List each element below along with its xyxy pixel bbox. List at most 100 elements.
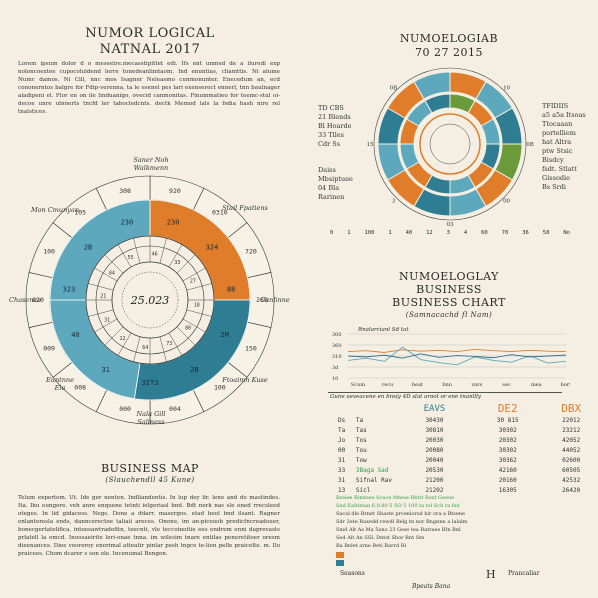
x-tick: vars bbox=[470, 382, 482, 388]
table-row: 00 Tou 20080 30302 44052 bbox=[336, 445, 598, 455]
ring-left-labels: TD CBS 21 Blends Bl Hoarde 33 Tlles Cdr … bbox=[318, 104, 352, 148]
ring-label: 0B bbox=[526, 142, 534, 148]
left-title-line2: NATNAL 2017 bbox=[99, 42, 201, 57]
spoke bbox=[94, 318, 118, 333]
sector-value: 31 bbox=[101, 366, 109, 374]
business-chart-title-line2: BUSINESS bbox=[416, 283, 482, 296]
y-tick: 360 bbox=[332, 343, 342, 349]
line-chart-legend: Rnalarcianl Sd tat bbox=[358, 327, 409, 333]
radial-label-bottom-right: Ftoaimn Kuse bbox=[222, 376, 268, 384]
table-cell: 02600 bbox=[562, 456, 581, 464]
table-cell: 21202 bbox=[425, 486, 444, 494]
business-chart-title-line3: BUSINESS CHART bbox=[392, 296, 506, 309]
table-header-row: EAVS DE2 DBX bbox=[423, 402, 582, 415]
table-cell: 20160 bbox=[498, 476, 517, 484]
outer-ring-value: 004 bbox=[169, 405, 181, 413]
table-cell: 42052 bbox=[562, 436, 581, 444]
sector-value: 3IT3 bbox=[142, 379, 159, 387]
outer-ring-value: 100 bbox=[43, 247, 55, 255]
spoke bbox=[186, 309, 212, 317]
ring-outline bbox=[373, 67, 527, 221]
table-cell: 42160 bbox=[498, 466, 517, 474]
ring-label: 3 bbox=[392, 199, 396, 205]
footer-right: Prancaliar bbox=[508, 570, 540, 577]
left-title-line1: NUMOR LOGICAL bbox=[85, 26, 215, 41]
table-cell: 30430 bbox=[425, 416, 444, 424]
business-map-subtitle: (Slauchendll 45 Kune) bbox=[105, 476, 195, 484]
x-tick: beat bbox=[412, 382, 423, 388]
spoke bbox=[104, 254, 124, 274]
footer-glyph-icon: H bbox=[486, 568, 496, 581]
table-notes: Bzsiee Rimtsee Scuce Mneie Rbtrl Roxt Ge… bbox=[336, 495, 468, 549]
inner-value: 80 bbox=[185, 325, 191, 331]
table-cell: Sifnal Rav bbox=[355, 476, 393, 484]
table-row: Ta Tas 30810 30302 23212 bbox=[336, 425, 598, 435]
table-cell: Tou bbox=[355, 446, 367, 454]
inner-value: 64 bbox=[142, 345, 148, 351]
spoke bbox=[117, 244, 132, 268]
table-cell: Ta bbox=[338, 426, 346, 434]
center-disc bbox=[111, 261, 189, 339]
ring-outer-segment bbox=[413, 71, 451, 100]
table-cell: 31 bbox=[338, 456, 346, 464]
outer-ring-value: 260 bbox=[256, 296, 268, 304]
table-cell: Tow bbox=[355, 456, 367, 464]
table-cell: 16305 bbox=[498, 486, 517, 494]
outer-ring-value: 000 bbox=[119, 405, 131, 413]
sector-value: 40 bbox=[71, 331, 79, 339]
radial-label-bottom: Nala Gill Saliness bbox=[136, 410, 166, 426]
table-row: Jo Tos 20030 20302 42052 bbox=[336, 435, 598, 445]
spoke bbox=[88, 309, 114, 317]
table-row: 33 3Baga Sad 20530 42160 60505 bbox=[336, 465, 598, 475]
table-cell: 20040 bbox=[425, 456, 444, 464]
table-cell: Jo bbox=[338, 436, 346, 444]
spoke bbox=[133, 336, 141, 362]
business-chart-subtitle: (Samnacachd fl Nam) bbox=[405, 311, 493, 319]
y-tick: 310 bbox=[332, 354, 342, 360]
numerology-ring-chart: 15 10 0B 00 03 3 15 0B bbox=[367, 66, 534, 226]
sector-value: 230 bbox=[167, 218, 180, 226]
table-cell: 30302 bbox=[498, 446, 517, 454]
outer-ring-value: 100 bbox=[214, 384, 226, 392]
ring-core bbox=[429, 123, 471, 165]
inner-value: 31 bbox=[104, 317, 110, 323]
inner-value: 18 bbox=[194, 303, 200, 309]
left-intro-paragraph: Lorem ipsum dolor d o meseelre.mecasstip… bbox=[18, 61, 280, 115]
notes-swatch-orange bbox=[336, 552, 344, 558]
table-cell: 33 bbox=[338, 466, 346, 474]
table-cell: 23212 bbox=[562, 426, 581, 434]
table-cell: 3Baga Sad bbox=[355, 466, 389, 474]
right-title-line2: 70 27 2015 bbox=[415, 46, 483, 59]
radial-label-top: Saner Noh Walkmenn bbox=[133, 156, 169, 172]
ring-label: 10 bbox=[503, 85, 510, 91]
spoke bbox=[159, 336, 167, 362]
spoke bbox=[133, 238, 141, 264]
spoke bbox=[182, 318, 206, 333]
table-cell: 22012 bbox=[562, 416, 581, 424]
table-cell: 26420 bbox=[562, 486, 581, 494]
table-cell: Tas bbox=[355, 426, 367, 434]
outer-ring-value: 009 bbox=[43, 345, 55, 353]
table-top-rule bbox=[328, 392, 562, 393]
spoke bbox=[186, 283, 212, 291]
table-row: 31 Tow 20040 30362 02600 bbox=[336, 455, 598, 465]
inner-value: 33 bbox=[174, 260, 180, 266]
table-cell: 20530 bbox=[425, 466, 444, 474]
ring-label: 03 bbox=[447, 222, 454, 226]
outer-ring-value: 105 bbox=[74, 208, 86, 216]
inner-value: 73 bbox=[166, 341, 172, 347]
radial-label-bottom-left: Euntnne Ela bbox=[46, 376, 74, 392]
numerology-table: EAVS DE2 DBX Ds Ta 30430 30 815 22012 Ta Tas 30… bbox=[336, 402, 598, 495]
table-caption: Gune aeveacene en bnsiy 4D slat aroot or… bbox=[330, 394, 481, 400]
center-inner-ring bbox=[121, 271, 179, 329]
table-cell: Sicl bbox=[355, 486, 371, 494]
spoke bbox=[159, 238, 167, 264]
footer-left: Seasons bbox=[340, 570, 365, 577]
spoke bbox=[168, 332, 183, 356]
outer-ring-value: 008 bbox=[74, 384, 86, 392]
outer-ring-value: 720 bbox=[245, 247, 257, 255]
inner-value: 46 bbox=[152, 251, 158, 257]
radial-label-top-left: Mon Cmunyan bbox=[30, 206, 80, 214]
table-cell: 30810 bbox=[425, 426, 444, 434]
table-cell: 42532 bbox=[562, 476, 581, 484]
